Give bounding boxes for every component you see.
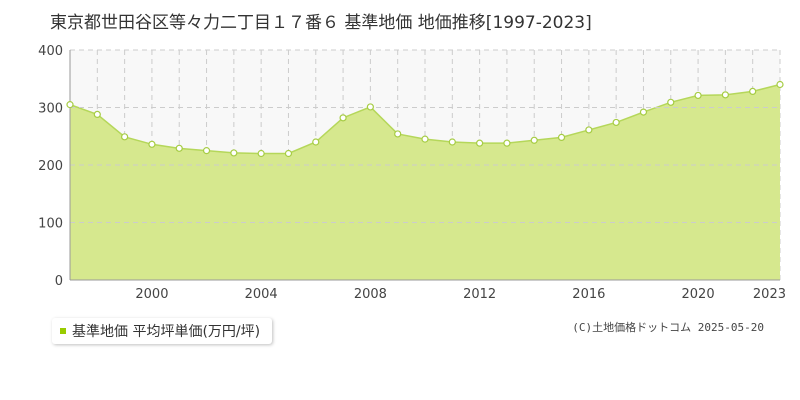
y-tick-label: 300: [38, 102, 63, 117]
legend: 基準地価 平均坪単価(万円/坪): [52, 318, 273, 344]
y-tick-label: 200: [38, 159, 63, 174]
y-tick-label: 0: [55, 274, 63, 289]
series-area: [70, 84, 780, 280]
x-tick-label: 2016: [572, 287, 605, 302]
data-point: [721, 91, 729, 99]
data-point: [230, 149, 238, 157]
x-tick-label: 2020: [682, 287, 715, 302]
data-point: [776, 80, 784, 89]
data-point: [667, 98, 675, 106]
data-point: [749, 87, 757, 96]
x-tick-label: 2004: [245, 287, 278, 302]
data-point: [175, 144, 183, 152]
x-tick-label: 2000: [135, 287, 168, 302]
data-point: [421, 135, 429, 143]
x-tick-label: 2008: [354, 287, 387, 302]
data-point: [148, 140, 156, 148]
data-point: [503, 139, 511, 147]
data-point: [394, 130, 402, 138]
x-tick-label: 2012: [463, 287, 496, 302]
y-tick-label: 400: [38, 44, 63, 59]
y-tick-label: 100: [38, 217, 63, 232]
data-point: [312, 138, 320, 146]
data-point: [366, 103, 374, 111]
data-point: [202, 147, 211, 155]
legend-marker: [60, 328, 66, 334]
copyright-credit: (C)土地価格ドットコム 2025-05-20: [572, 321, 764, 334]
data-point: [585, 126, 593, 134]
data-point: [557, 133, 566, 141]
data-point: [694, 91, 702, 100]
data-point: [66, 101, 74, 109]
data-point: [93, 110, 101, 119]
data-point: [530, 136, 538, 144]
data-point: [339, 114, 347, 122]
data-point: [284, 149, 293, 158]
data-point: [257, 149, 265, 158]
data-point: [121, 133, 129, 141]
data-point: [639, 108, 648, 116]
legend-label: 基準地価 平均坪単価(万円/坪): [72, 324, 261, 340]
x-tick-label: 2023: [753, 287, 786, 302]
data-point: [612, 118, 620, 127]
chart-title: 東京都世田谷区等々力二丁目１７番６ 基準地価 地価推移[1997-2023]: [50, 13, 592, 33]
data-point: [448, 138, 456, 146]
data-point: [476, 139, 484, 147]
